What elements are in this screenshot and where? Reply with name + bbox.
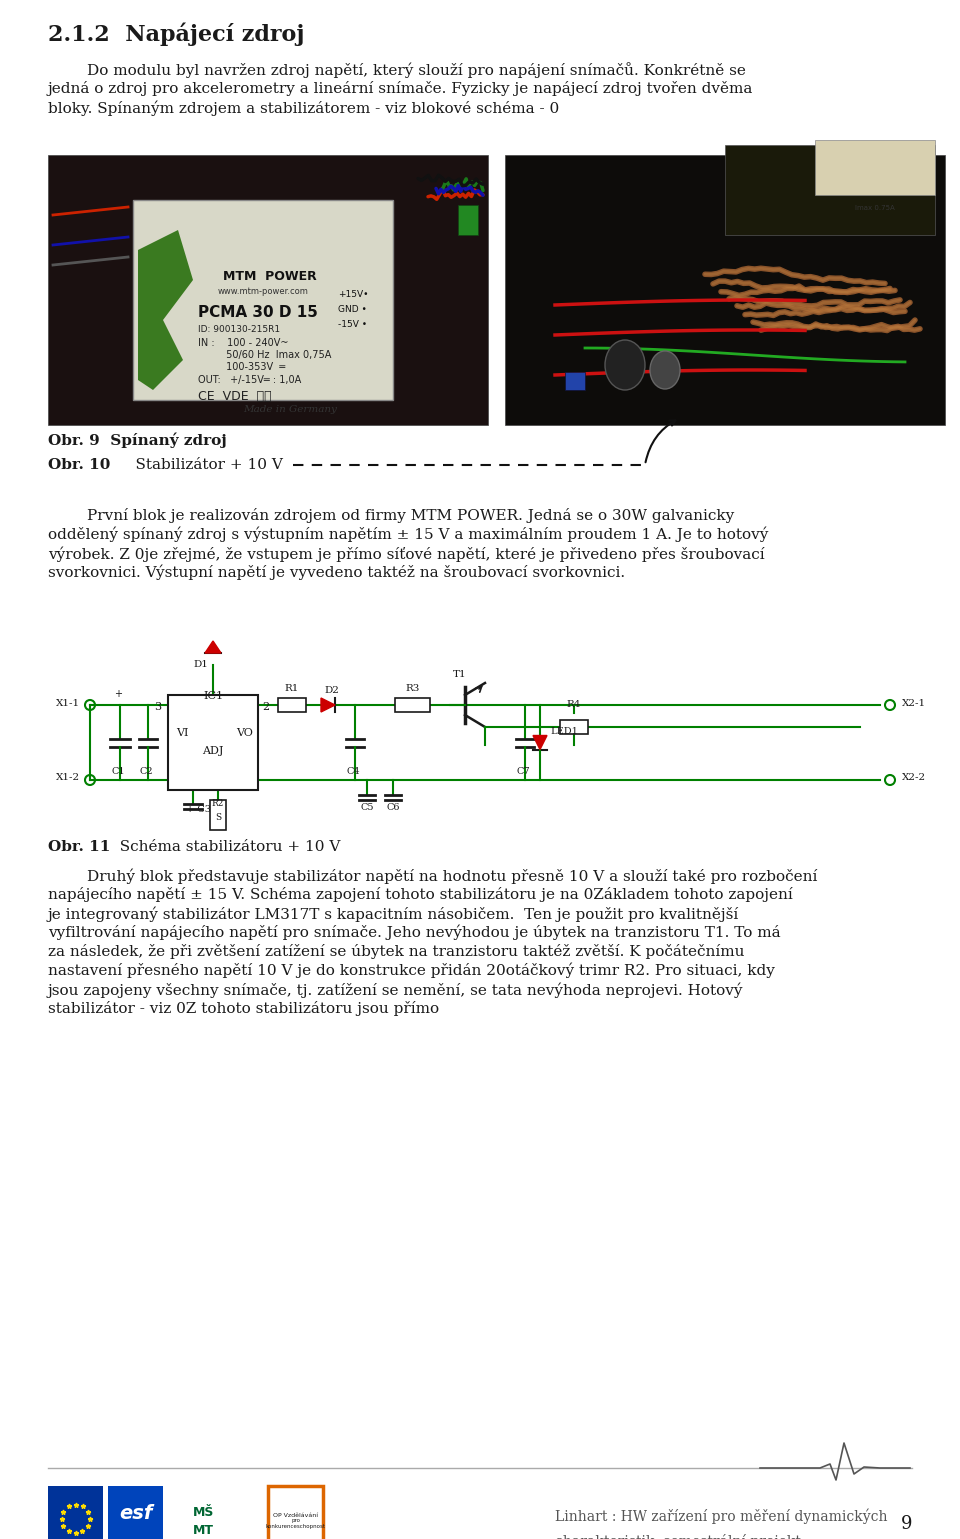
Bar [210,800,226,830]
Text: VI: VI [176,728,188,737]
Text: 9: 9 [900,1514,912,1533]
Bar [725,145,935,235]
Text: C5: C5 [360,803,373,813]
Text: vyfiltrování napájecího napětí pro snímače. Jeho nevýhodou je úbytek na tranzist: vyfiltrování napájecího napětí pro sníma… [48,925,780,940]
Text: D1: D1 [193,660,208,669]
Text: 2.1.2  Napájecí zdroj: 2.1.2 Napájecí zdroj [48,22,304,46]
Text: X1-2: X1-2 [56,774,80,782]
Bar [108,1487,163,1539]
Text: nastavení přesného napětí 10 V je do konstrukce přidán 20otáčkový trimr R2. Pro : nastavení přesného napětí 10 V je do kon… [48,963,775,979]
Bar [395,699,430,713]
Text: pro
konkurenceschopnost: pro konkurenceschopnost [266,1517,325,1528]
Text: C7: C7 [516,766,530,776]
Text: 3: 3 [155,702,161,713]
Text: IC1: IC1 [203,691,223,700]
Text: R1: R1 [285,683,300,693]
Text: MTM  POWER: MTM POWER [223,269,317,283]
Text: První blok je realizován zdrojem od firmy MTM POWER. Jedná se o 30W galvanicky: První blok je realizován zdrojem od firm… [48,508,734,523]
Text: stabilizátor - viz 0Z tohoto stabilizátoru jsou přímo: stabilizátor - viz 0Z tohoto stabilizáto… [48,1000,439,1016]
Text: S: S [215,813,221,822]
Text: 100-353V  ═: 100-353V ═ [198,362,285,372]
Text: C6: C6 [386,803,399,813]
Text: +: + [114,689,122,699]
Text: PCMA 30 D 15: PCMA 30 D 15 [198,305,318,320]
Text: OP Vzdělávání: OP Vzdělávání [273,1513,318,1517]
Text: Obr. 10: Obr. 10 [48,459,110,472]
Text: MT: MT [193,1524,214,1537]
Text: IN :    100 - 240V~: IN : 100 - 240V~ [198,339,289,348]
Bar [458,205,478,235]
Text: Do modulu byl navržen zdroj napětí, který slouží pro napájení snímačů. Konkrétně: Do modulu byl navržen zdroj napětí, kter… [48,62,746,78]
Text: bloky. Spínaným zdrojem a stabilizátorem - viz blokové schéma - 0: bloky. Spínaným zdrojem a stabilizátorem… [48,100,560,115]
Text: R3: R3 [405,683,420,693]
Text: za následek, že při zvětšení zatížení se úbytek na tranzistoru taktéž zvětší. K : za následek, že při zvětšení zatížení se… [48,943,745,959]
Bar [168,696,258,790]
Bar [133,200,393,400]
Bar [505,155,945,425]
Text: Linhart : HW zařízení pro měření dynamických
charakteristik- semestrální projekt: Linhart : HW zařízení pro měření dynamic… [555,1508,887,1539]
Text: -15V •: -15V • [338,320,367,329]
Text: Imax 0.75A: Imax 0.75A [855,205,895,211]
Text: 50/60 Hz  Imax 0,75A: 50/60 Hz Imax 0,75A [198,349,331,360]
Ellipse shape [650,351,680,389]
Polygon shape [138,229,193,389]
Text: OUT:   +/-15V═ : 1,0A: OUT: +/-15V═ : 1,0A [198,376,301,385]
Text: svorkovnici. Výstupní napětí je vyvedeno taktéž na šroubovací svorkovnici.: svorkovnici. Výstupní napětí je vyvedeno… [48,565,625,580]
Text: + C3: + C3 [186,805,211,814]
Text: R4: R4 [566,700,581,709]
Text: esf: esf [119,1504,153,1524]
Polygon shape [321,699,335,713]
Text: T1: T1 [453,669,467,679]
Text: ADJ: ADJ [203,745,224,756]
Bar [268,1487,323,1539]
Bar [278,699,306,713]
Text: Schéma stabilizátoru + 10 V: Schéma stabilizátoru + 10 V [110,840,341,854]
Text: X2-2: X2-2 [902,774,926,782]
Text: jsou zapojeny všechny snímače, tj. zatížení se nemění, se tata nevýhoda neprojev: jsou zapojeny všechny snímače, tj. zatíž… [48,982,743,997]
Bar [560,720,588,734]
Text: Obr. 11: Obr. 11 [48,840,110,854]
Text: napájecího napětí ± 15 V. Schéma zapojení tohoto stabilizátoru je na 0Základem t: napájecího napětí ± 15 V. Schéma zapojen… [48,886,793,902]
Text: X2-1: X2-1 [902,699,926,708]
Text: C4: C4 [347,766,360,776]
Text: R2: R2 [212,799,225,808]
Bar [48,1487,103,1539]
Bar [565,372,585,389]
Text: GND •: GND • [338,305,367,314]
Text: ID: 900130-215R1: ID: 900130-215R1 [198,325,280,334]
Text: Druhý blok představuje stabilizátor napětí na hodnotu přesně 10 V a slouží také : Druhý blok představuje stabilizátor napě… [48,868,817,883]
Text: www.mtm-power.com: www.mtm-power.com [218,286,309,295]
Text: Stabilizátor + 10 V: Stabilizátor + 10 V [116,459,283,472]
Bar [815,140,935,195]
Bar [48,155,488,425]
Text: jedná o zdroj pro akcelerometry a lineární snímače. Fyzicky je napájecí zdroj tv: jedná o zdroj pro akcelerometry a lineár… [48,82,754,95]
Text: 2: 2 [262,702,270,713]
Polygon shape [205,642,221,653]
Polygon shape [533,736,547,749]
Text: LED1: LED1 [550,728,578,737]
Text: D2: D2 [324,686,339,696]
Text: je integrovaný stabilizátor LM317T s kapacitním násobičem.  Ten je použit pro kv: je integrovaný stabilizátor LM317T s kap… [48,906,739,922]
Text: Obr. 9  Spínaný zdroj: Obr. 9 Spínaný zdroj [48,432,227,448]
Text: výrobek. Z 0je zřejmé, že vstupem je přímo síťové napětí, které je přivedeno pře: výrobek. Z 0je zřejmé, že vstupem je pří… [48,546,764,562]
Text: MŠ: MŠ [193,1507,214,1519]
Text: CE  VDE  ⓁⓁ: CE VDE ⓁⓁ [198,389,272,403]
Text: Made in Germany: Made in Germany [243,405,337,414]
Text: VO: VO [236,728,252,737]
Text: X1-1: X1-1 [56,699,80,708]
Text: C1: C1 [111,766,125,776]
Text: +15V•: +15V• [338,289,369,299]
Text: oddělený spínaný zdroj s výstupním napětím ± 15 V a maximálním proudem 1 A. Je t: oddělený spínaný zdroj s výstupním napět… [48,526,768,543]
Ellipse shape [605,340,645,389]
Text: C2: C2 [139,766,153,776]
